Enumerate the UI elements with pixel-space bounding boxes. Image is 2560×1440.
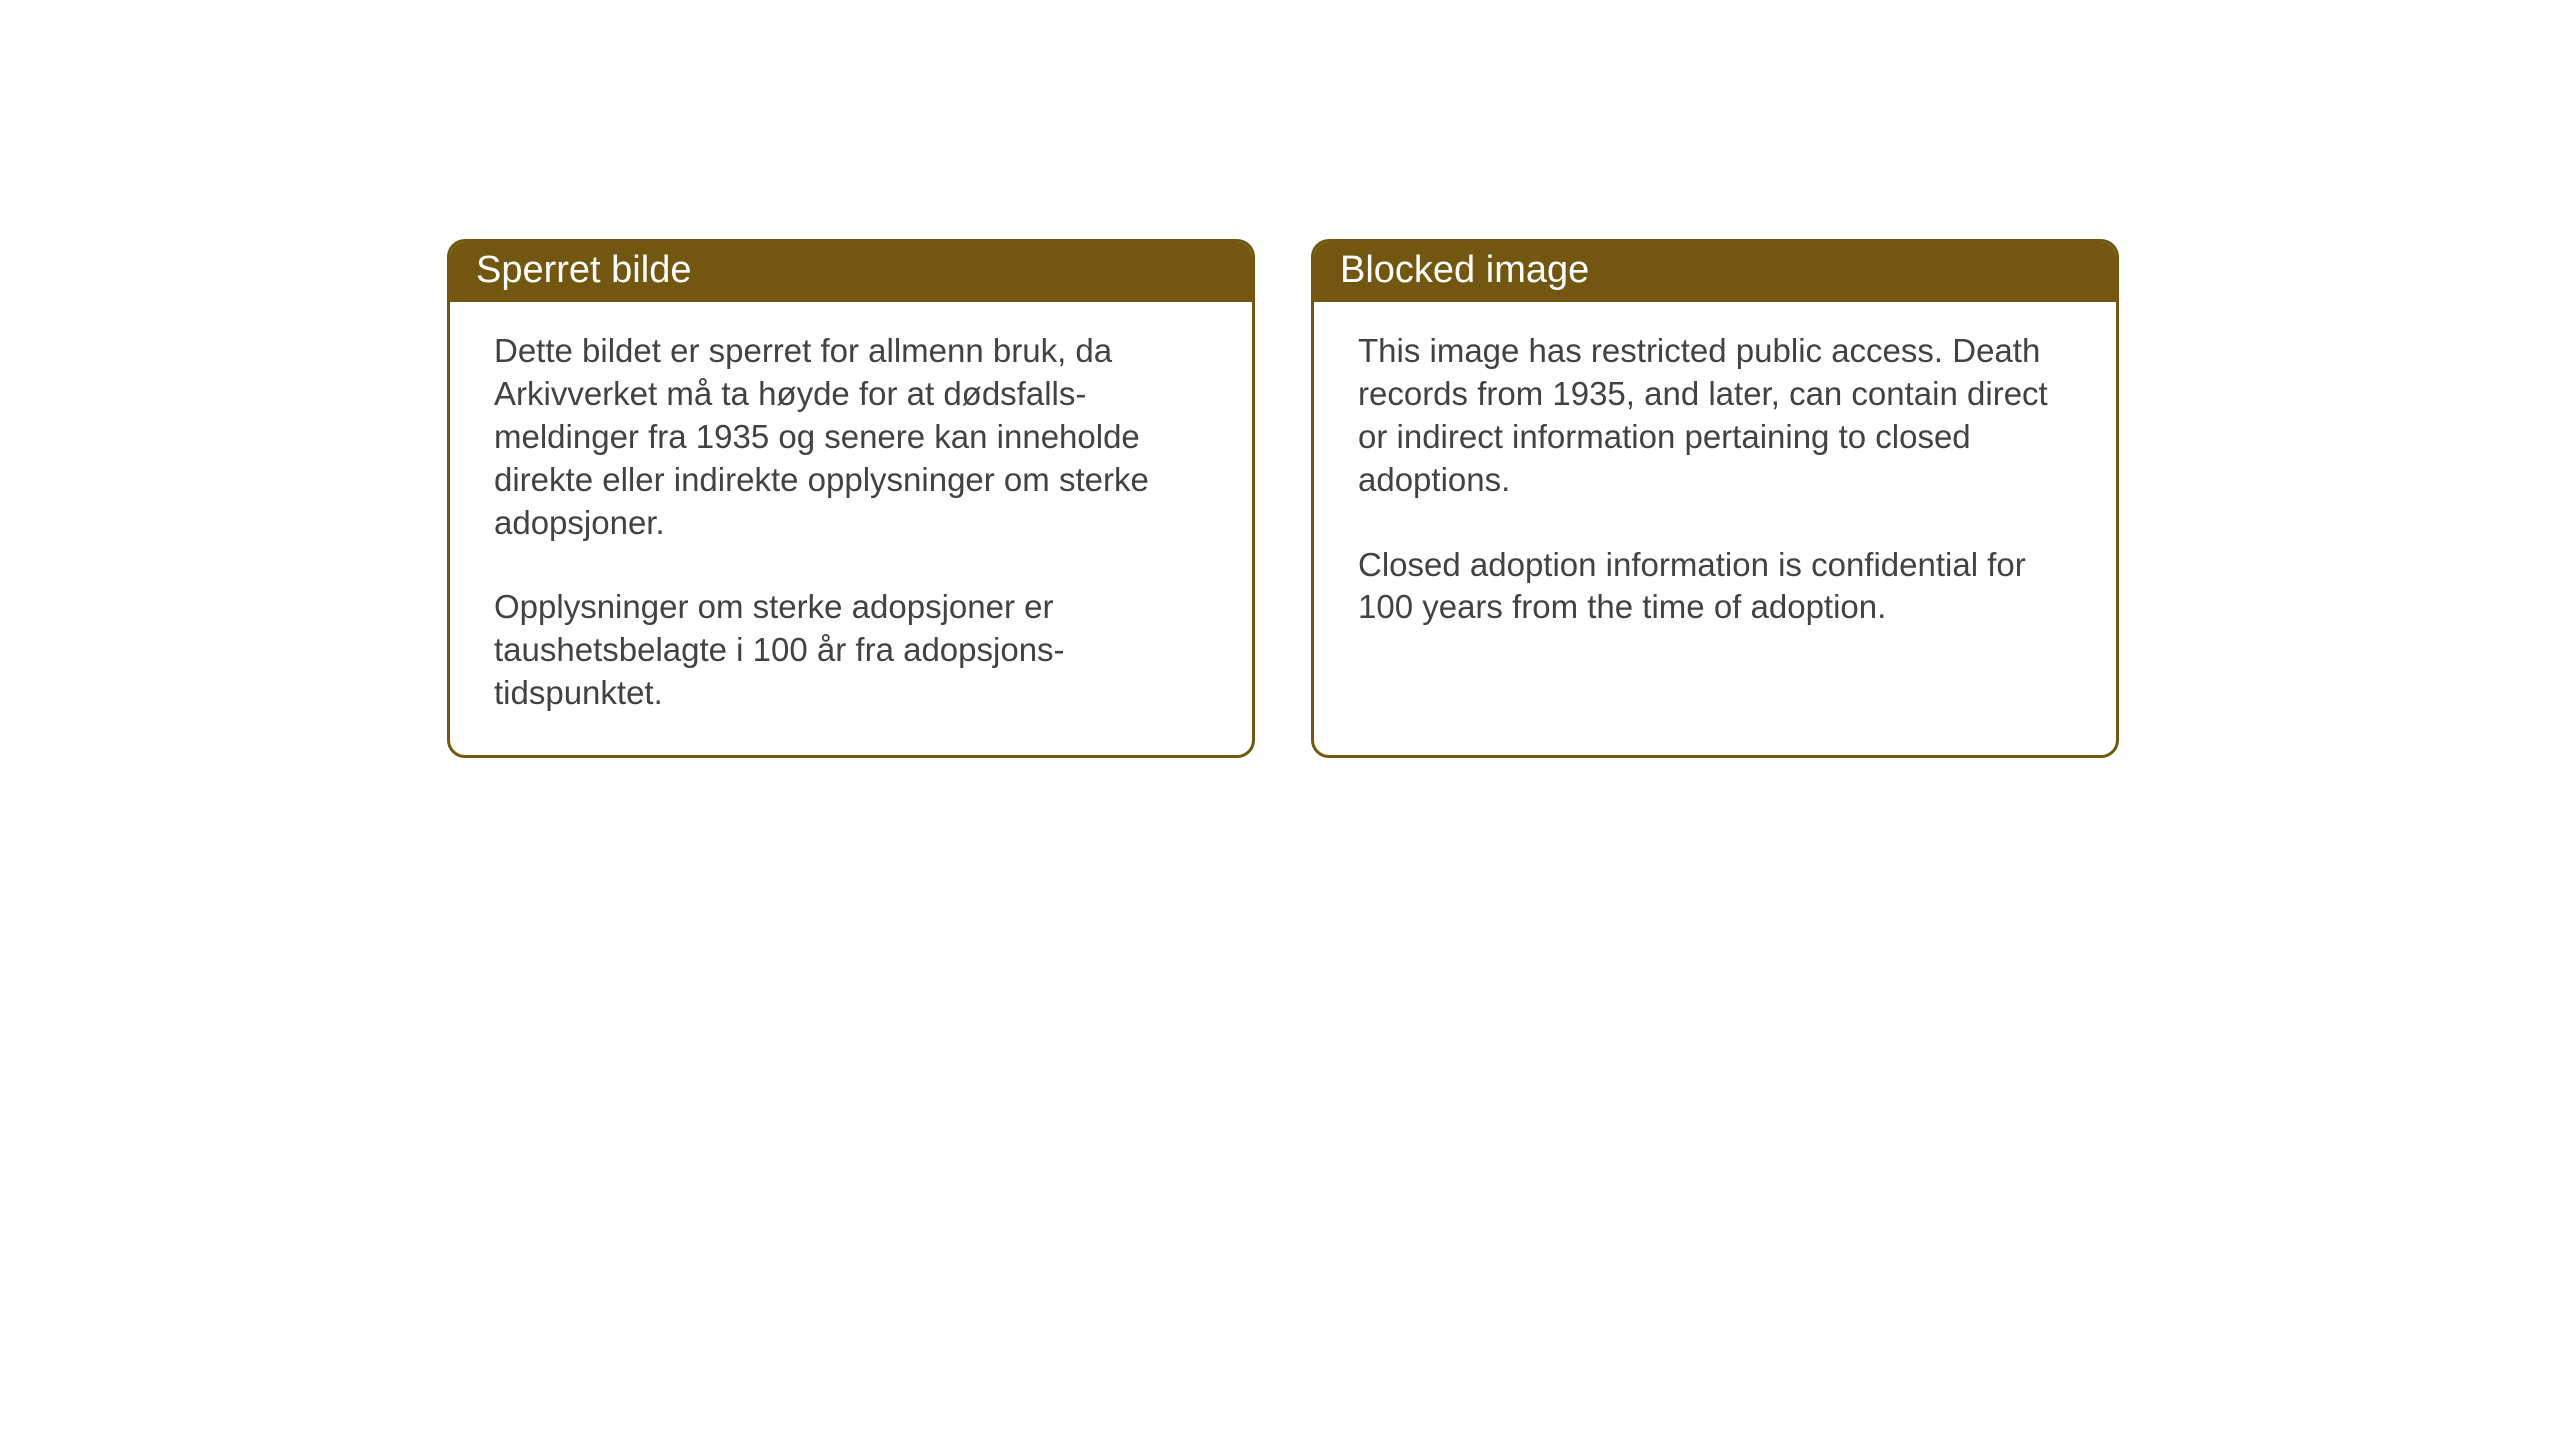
card-paragraph-1: This image has restricted public access.… xyxy=(1358,330,2072,502)
card-paragraph-1: Dette bildet er sperret for allmenn bruk… xyxy=(494,330,1208,544)
notice-card-english: Blocked image This image has restricted … xyxy=(1311,239,2119,758)
card-header-norwegian: Sperret bilde xyxy=(450,242,1252,302)
card-paragraph-2: Opplysninger om sterke adopsjoner er tau… xyxy=(494,586,1208,715)
card-paragraph-2: Closed adoption information is confident… xyxy=(1358,544,2072,630)
notice-card-norwegian: Sperret bilde Dette bildet er sperret fo… xyxy=(447,239,1255,758)
notice-cards-container: Sperret bilde Dette bildet er sperret fo… xyxy=(447,239,2119,758)
card-header-english: Blocked image xyxy=(1314,242,2116,302)
card-body-english: This image has restricted public access.… xyxy=(1314,302,2116,692)
card-body-norwegian: Dette bildet er sperret for allmenn bruk… xyxy=(450,302,1252,755)
